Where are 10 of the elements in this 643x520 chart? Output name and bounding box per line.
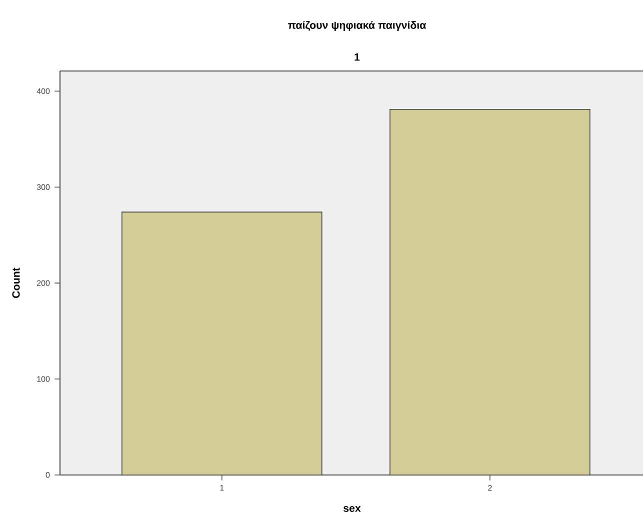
y-axis-title: Count: [12, 268, 20, 298]
y-tick-label: 400: [36, 88, 50, 94]
y-tick-label: 0: [46, 472, 50, 478]
x-tick-label: 2: [488, 485, 492, 491]
y-tick-label: 300: [36, 184, 50, 190]
y-tick-label: 100: [37, 376, 50, 382]
y-tick-label: 200: [37, 280, 50, 286]
chart-subtitle: 1: [354, 53, 360, 61]
x-axis-title: sex: [343, 506, 361, 512]
chart-title: παίζουν ψηφιακά παιγνίδια: [288, 20, 426, 32]
